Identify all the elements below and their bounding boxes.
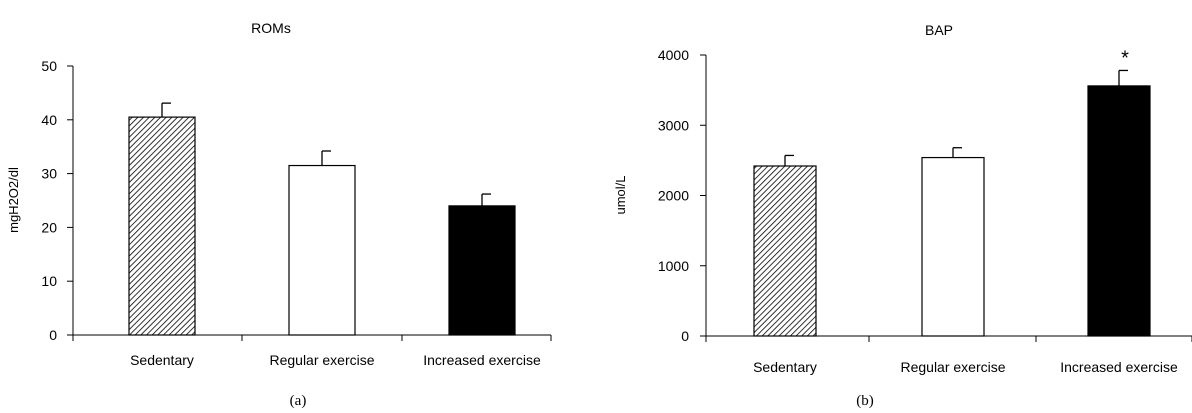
category-label: Regular exercise (269, 352, 374, 368)
bar-regular-exercise (921, 156, 985, 337)
category-label: Sedentary (130, 352, 194, 368)
panel-caption: (a) (290, 393, 307, 409)
y-tick-label: 2000 (658, 188, 689, 204)
y-axis-label: mgH2O2/dl (6, 167, 21, 233)
y-tick-label: 20 (41, 219, 57, 235)
chart-roms: ROMs mgH2O2/dl 0 10 20 30 40 50 Sedentary Regular… (6, 20, 552, 409)
chart-title: BAP (925, 22, 953, 38)
bar-sedentary (128, 116, 196, 336)
category-label: Increased exercise (1060, 359, 1178, 375)
bar-regular-exercise (288, 164, 356, 336)
category-label: Sedentary (753, 359, 817, 375)
y-axis-label: umol/L (613, 175, 628, 214)
panel-caption: (b) (856, 393, 874, 409)
chart-title: ROMs (251, 20, 291, 36)
y-tick-label: 10 (41, 273, 57, 289)
y-tick-label: 3000 (658, 117, 689, 133)
chart-bap: BAP umol/L 0 1000 2000 3000 4000 Sedentary Regul… (613, 22, 1192, 409)
category-label: Increased exercise (423, 352, 541, 368)
bar-increased-exercise (448, 205, 516, 336)
y-tick-label: 40 (41, 112, 57, 128)
y-tick-label: 1000 (658, 258, 689, 274)
significance-marker: * (1121, 47, 1129, 69)
category-label: Regular exercise (900, 359, 1005, 375)
y-tick-label: 0 (681, 328, 689, 344)
bar-sedentary (753, 165, 817, 337)
y-tick-label: 30 (41, 166, 57, 182)
y-tick-label: 0 (49, 327, 57, 343)
bar-increased-exercise (1087, 85, 1151, 337)
y-tick-label: 50 (41, 58, 57, 74)
y-tick-label: 4000 (658, 47, 689, 63)
